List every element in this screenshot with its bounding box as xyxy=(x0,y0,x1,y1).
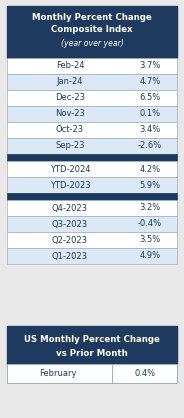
Text: 4.7%: 4.7% xyxy=(139,77,160,87)
Text: Dec-23: Dec-23 xyxy=(55,94,85,102)
Text: 6.5%: 6.5% xyxy=(139,94,160,102)
Text: -2.6%: -2.6% xyxy=(138,142,162,150)
Text: February: February xyxy=(39,369,77,378)
Text: (year over year): (year over year) xyxy=(61,39,123,48)
Text: Q4-2023: Q4-2023 xyxy=(52,204,88,212)
Text: YTD-2023: YTD-2023 xyxy=(49,181,90,189)
Text: YTD-2024: YTD-2024 xyxy=(50,165,90,173)
Bar xyxy=(7,177,177,193)
Text: Composite Index: Composite Index xyxy=(51,25,133,35)
Bar xyxy=(7,6,177,58)
Text: 3.7%: 3.7% xyxy=(139,61,160,71)
Bar xyxy=(7,161,177,177)
Text: Monthly Percent Change: Monthly Percent Change xyxy=(32,13,152,21)
Text: Q1-2023: Q1-2023 xyxy=(52,252,88,260)
Text: Nov-23: Nov-23 xyxy=(55,110,85,118)
Bar xyxy=(7,193,177,200)
Bar xyxy=(7,138,177,154)
Text: 4.9%: 4.9% xyxy=(139,252,160,260)
Bar xyxy=(7,90,177,106)
Text: 0.1%: 0.1% xyxy=(139,110,160,118)
Bar xyxy=(7,58,177,74)
Text: -0.4%: -0.4% xyxy=(138,219,162,229)
Bar xyxy=(7,216,177,232)
Text: 3.4%: 3.4% xyxy=(139,125,160,135)
Bar xyxy=(7,74,177,90)
Text: 3.5%: 3.5% xyxy=(139,235,160,245)
Bar xyxy=(7,106,177,122)
Bar xyxy=(7,248,177,264)
Text: Jan-24: Jan-24 xyxy=(57,77,83,87)
Bar xyxy=(7,200,177,216)
Bar xyxy=(7,154,177,161)
Text: Q3-2023: Q3-2023 xyxy=(52,219,88,229)
Bar xyxy=(7,122,177,138)
Text: Feb-24: Feb-24 xyxy=(56,61,84,71)
Text: Sep-23: Sep-23 xyxy=(55,142,85,150)
Bar xyxy=(7,326,177,364)
Text: 5.9%: 5.9% xyxy=(139,181,160,189)
Text: Q2-2023: Q2-2023 xyxy=(52,235,88,245)
Text: vs Prior Month: vs Prior Month xyxy=(56,349,128,357)
Text: 0.4%: 0.4% xyxy=(134,369,155,378)
Text: US Monthly Percent Change: US Monthly Percent Change xyxy=(24,334,160,344)
Bar xyxy=(7,364,177,383)
Text: 3.2%: 3.2% xyxy=(139,204,160,212)
Text: 4.2%: 4.2% xyxy=(139,165,160,173)
Text: Oct-23: Oct-23 xyxy=(56,125,84,135)
Bar xyxy=(7,232,177,248)
